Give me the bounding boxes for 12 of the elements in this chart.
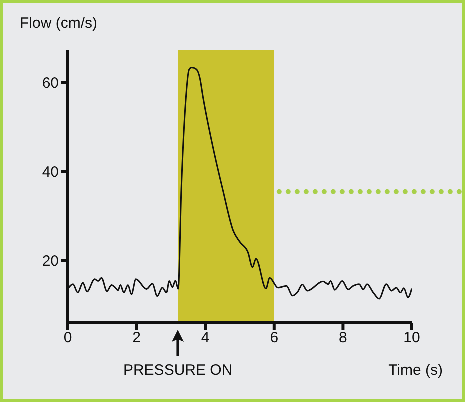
x-tick-label: 2 [132, 330, 141, 347]
x-tick-label: 8 [339, 330, 348, 347]
text: PRESSURE ON [122, 362, 234, 379]
x-tick-label: 6 [270, 330, 279, 347]
y-tick-label: 60 [42, 75, 59, 92]
y-tick-label: 40 [42, 164, 59, 182]
y-axis-title: Flow (cm/s) [20, 15, 98, 32]
x-tick-label: 0 [64, 330, 72, 347]
x-tick-label: 4 [201, 330, 210, 347]
x-tick-label: 10 [404, 330, 420, 347]
x-axis-title: Time (s) [388, 362, 443, 379]
y-tick-label: 20 [42, 253, 59, 270]
